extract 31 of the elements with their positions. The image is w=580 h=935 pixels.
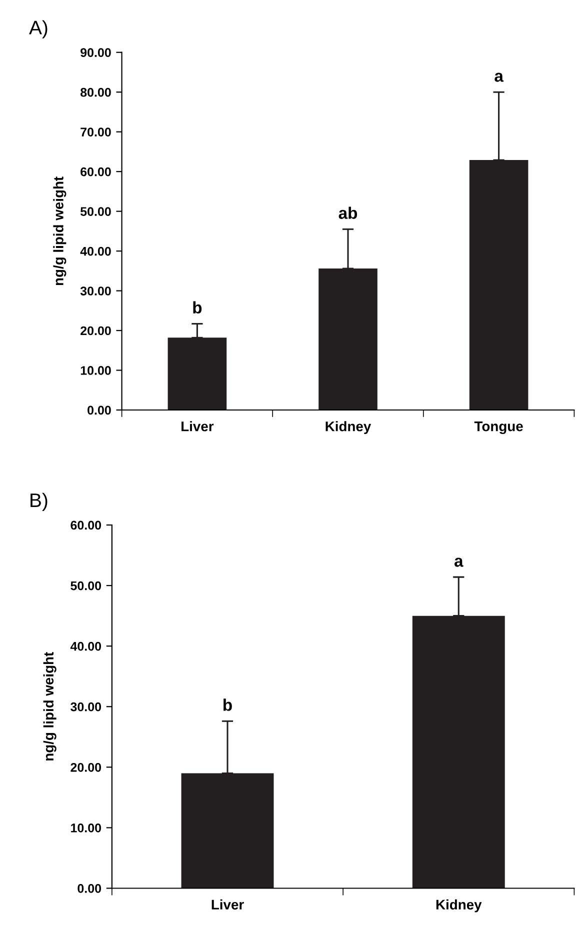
chart-title: A) (29, 20, 48, 38)
x-tick-label: Kidney (436, 899, 482, 912)
annotation: a (454, 558, 464, 567)
x-tick-label: Tongue (474, 422, 523, 434)
y-tick-label: 10.00 (71, 824, 102, 832)
y-tick-label: 60.00 (80, 167, 111, 176)
chart-title: B) (30, 492, 48, 511)
y-axis-title: ng/g lipid weight (53, 176, 66, 286)
y-tick-label: 40.00 (70, 642, 102, 651)
y-tick-label: 70.00 (80, 128, 111, 136)
y-tick-label: 90.00 (80, 48, 111, 58)
y-tick-label: 50.00 (70, 581, 102, 590)
y-tick-label: 20.00 (70, 762, 102, 772)
y-tick-label: 40.00 (80, 246, 111, 256)
annotation: a (494, 72, 504, 82)
annotation: b (224, 698, 232, 711)
y-axis-title: ng/g lipid weight (43, 652, 56, 760)
y-tick-label: 10.00 (80, 366, 111, 375)
y-tick-label: 60.00 (70, 520, 102, 530)
annotation: b (193, 301, 202, 314)
y-tick-label: 80.00 (80, 88, 111, 97)
x-tick-label: Kidney (326, 421, 372, 434)
y-tick-label: 0.00 (88, 406, 111, 415)
x-tick-label: Liver (212, 899, 244, 910)
y-tick-label: 20.00 (80, 326, 111, 336)
annotation: ab (338, 206, 358, 219)
y-tick-label: 0.00 (78, 884, 102, 893)
y-tick-label: 50.00 (80, 207, 111, 216)
x-tick-label: Liver (182, 421, 214, 432)
y-tick-label: 30.00 (80, 286, 111, 296)
y-tick-label: 30.00 (70, 702, 102, 712)
